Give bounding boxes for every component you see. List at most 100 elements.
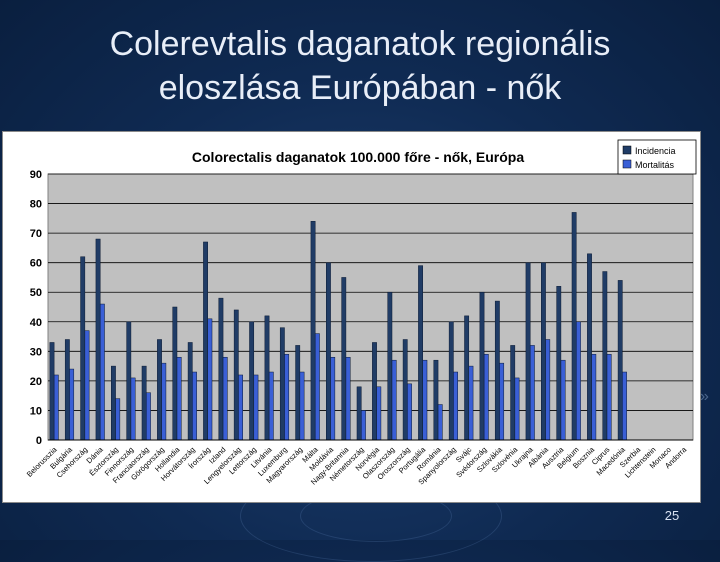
bar-incidencia [494,300,500,441]
bar-incidencia [141,365,147,441]
bar-mortalitas [268,371,274,441]
legend-label-mortalitas: Mortalitás [635,160,675,170]
slide-title: Colerevtalis daganatok regionális eloszl… [0,22,720,110]
bar-mortalitas [622,371,627,441]
y-tick-label: 70 [30,228,42,240]
bar-mortalitas [299,371,305,441]
bar-incidencia [233,309,239,441]
bar-incidencia [587,253,592,441]
bar-mortalitas [345,356,351,441]
legend-box [617,139,697,175]
bar-mortalitas [529,345,535,441]
bar-incidencia [617,280,623,441]
y-tick-label: 30 [30,346,42,358]
bar-incidencia [356,386,362,441]
bar-incidencia [64,339,70,441]
bar-mortalitas [69,368,75,441]
bar-mortalitas [499,362,505,441]
slide-title-line-2: eloszlása Európában - nők [158,69,562,107]
bar-incidencia [387,291,393,441]
bar-incidencia [310,221,316,441]
bar-incidencia [341,277,347,441]
bar-incidencia [372,342,377,441]
bar-mortalitas [453,371,458,441]
bar-incidencia [571,212,577,441]
bar-mortalitas [606,354,612,441]
bar-mortalitas [437,404,443,441]
bar-mortalitas [376,386,382,441]
plot-area [47,173,694,441]
y-tick-label: 90 [30,169,42,181]
bar-incidencia [172,306,178,441]
bar-mortalitas [314,333,320,441]
bar-mortalitas [53,374,59,441]
bar-mortalitas [422,359,428,441]
y-tick-label: 50 [30,287,42,299]
bar-incidencia [295,345,301,441]
bar-mortalitas [222,356,228,441]
bar-mortalitas [238,374,243,441]
bar-incidencia [126,321,132,441]
bar-incidencia [418,265,423,441]
bar-incidencia [279,327,285,441]
bar-incidencia [187,342,193,441]
bar-mortalitas [545,339,551,441]
bar-chart: Colorectalis daganatok 100.000 főre - nő… [25,139,697,487]
decorative-arrow-icon: » [700,388,709,405]
bar-mortalitas [130,377,136,441]
legend-swatch-mortalitas [622,159,632,169]
y-tick-label: 80 [30,199,42,211]
bar-incidencia [249,321,255,441]
bar-mortalitas [514,377,520,441]
bar-mortalitas [192,371,197,441]
bar-incidencia [479,291,485,441]
bar-incidencia [264,315,270,441]
bar-mortalitas [391,359,397,441]
bar-mortalitas [407,383,412,441]
bar-mortalitas [284,354,290,441]
bar-incidencia [80,256,86,441]
y-tick-label: 60 [30,258,42,270]
bar-mortalitas [253,374,259,441]
bar-incidencia [49,342,55,441]
bar-incidencia [556,286,562,441]
bar-mortalitas [84,330,90,441]
bar-incidencia [157,339,162,441]
bar-incidencia [448,321,454,441]
bar-mortalitas [99,303,105,441]
bar-incidencia [525,262,531,441]
chart-title: Colorectalis daganatok 100.000 főre - nő… [192,149,524,165]
chart-frame: Colorectalis daganatok 100.000 főre - nő… [2,131,701,503]
bar-mortalitas [483,354,489,441]
bar-incidencia [433,359,439,441]
bar-mortalitas [591,354,597,441]
y-tick-label: 0 [36,435,42,447]
bar-mortalitas [576,321,581,441]
y-tick-label: 10 [30,405,42,417]
bar-mortalitas [330,356,336,441]
bar-incidencia [326,262,331,441]
bar-incidencia [602,271,608,441]
bar-mortalitas [176,356,182,441]
bar-mortalitas [361,410,366,441]
y-tick-label: 20 [30,376,42,388]
legend-label-incidencia: Incidencia [635,146,676,156]
bar-incidencia [510,345,516,441]
bar-incidencia [402,339,408,441]
bar-incidencia [218,297,224,441]
bar-mortalitas [115,398,121,441]
bar-incidencia [111,365,116,441]
bar-incidencia [541,262,546,441]
y-tick-label: 40 [30,317,42,329]
bar-incidencia [464,315,470,441]
bar-mortalitas [146,392,151,441]
bar-mortalitas [207,318,213,441]
bar-incidencia [95,238,101,441]
legend-swatch-incidencia [622,145,632,155]
bar-mortalitas [560,359,566,441]
bar-mortalitas [468,365,474,441]
page-number: 25 [664,508,680,523]
slide-title-line-1: Colerevtalis daganatok regionális [109,25,611,63]
bar-mortalitas [161,362,167,441]
bar-incidencia [203,241,208,441]
